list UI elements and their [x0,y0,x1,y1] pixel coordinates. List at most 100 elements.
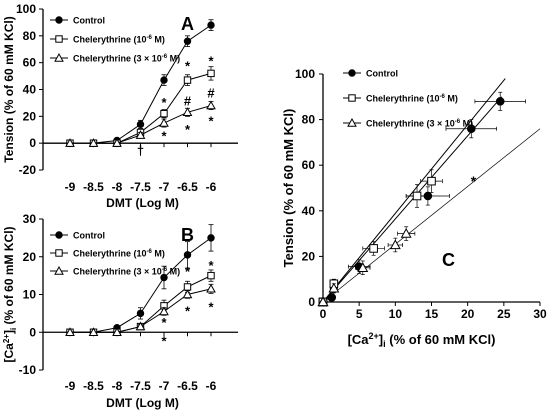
b-panel-letter: B [181,225,194,245]
c-series-2 [318,78,506,307]
b-y-tick-label: -10 [19,363,37,377]
c-x-tick-label: 25 [497,307,511,321]
c-regression-line [322,128,541,303]
a-data-point [183,37,192,45]
b-x-axis-label: DMT (Log M) [106,396,179,410]
a-data-point [135,130,146,139]
a-x-tick-label: -7 [159,180,170,194]
a-x-axis-label: DMT (Log M) [106,196,179,210]
b-y-tick-label: 0 [29,325,36,339]
a-legend-marker [54,52,64,62]
c-x-tick-label: 15 [425,307,439,321]
c-significance-mark: * [471,173,477,189]
b-significance-mark: * [185,303,191,318]
a-x-tick-label: -6.5 [177,180,198,194]
b-data-point [182,289,193,299]
b-series-3 [65,283,216,336]
a-legend-label: Control [73,16,105,26]
c-y-tick-label: 80 [302,113,316,127]
b-data-point [183,251,192,259]
b-significance-mark: * [208,258,214,273]
b-significance-mark: * [161,334,167,349]
b-x-tick-label: -7.5 [130,379,151,393]
b-data-point [206,283,216,293]
a-legend-label: Chelerythrine (3 × 10-6 M) [73,54,180,64]
c-data-point [328,282,340,293]
b-data-point [112,327,122,336]
a-significance-mark: * [208,53,214,68]
a-significance-mark: * [185,122,191,137]
c-data-point [495,97,505,106]
a-y-axis-label: Tension (% of 60 mM KCl) [2,16,16,162]
c-x-tick-label: 30 [533,307,547,321]
b-data-point [160,273,168,282]
c-series-3 [317,128,541,307]
b-significance-mark: * [208,300,214,315]
b-legend-marker [54,265,64,275]
c-y-tick-label: 60 [302,158,316,172]
b-data-point [159,306,169,316]
c-x-tick-label: 0 [320,307,327,321]
c-data-point [327,293,336,302]
c-y-axis-label: Tension (% of 60 mM KCl) [281,109,296,268]
a-y-tick-label: 0 [29,136,36,150]
c-data-point [427,176,436,186]
c-legend-label: Control [366,69,398,79]
a-significance-mark: # [184,94,192,109]
a-x-tick-label: -8.5 [83,180,104,194]
b-data-point [183,283,192,291]
a-data-point [136,120,145,129]
a-data-point [206,100,216,110]
a-legend-marker [55,16,63,24]
c-data-point [389,239,401,250]
c-legend-label: Chelerythrine (3 × 10-6 M) [366,119,473,129]
a-data-point [183,76,192,84]
c-x-tick-label: 10 [389,307,403,321]
a-x-tick-label: -7.5 [130,180,151,194]
panel-a-chart: -20 0 20 40 60 80 100 -9 -8.5 -8 -7.5 -7 -6.5 -6 DMT (… [2,2,238,210]
b-data-point [88,327,99,336]
c-regression-line [322,78,506,303]
a-legend-label: Chelerythrine (10-6 M) [73,35,165,45]
panel-c-chart: 0 20 40 60 80 100 0 5 10 15 20 25 30 [Ca2+]i (% of 60… [281,67,547,349]
a-data-point [88,138,99,147]
a-data-point [160,109,168,118]
c-legend-label: Chelerythrine (10-6 M) [366,94,458,104]
a-data-point [160,76,168,84]
c-x-tick-label: 20 [461,307,475,321]
a-x-tick-label: -6 [206,180,217,194]
a-x-tick-label: -9 [65,180,76,194]
a-legend-marker [55,35,63,43]
a-y-tick-label: 60 [23,56,37,70]
b-y-tick-label: 30 [23,212,37,226]
a-data-point [159,118,169,127]
c-legend-marker [348,69,356,77]
panel-b-chart: -10 0 10 20 30 -9 -8.5 -8 -7.5 -7 -6.5 -6 DMT (Log M… [2,212,238,410]
a-significance-mark: * [208,114,214,129]
b-significance-mark: * [185,264,191,279]
b-legend-label: Chelerythrine (3 × 10-6 M) [73,267,180,277]
b-significance-mark: * [161,315,167,330]
b-data-point [136,309,145,318]
a-data-point [182,107,193,117]
b-x-tick-label: -9 [65,379,76,393]
c-x-tick-label: 5 [356,307,363,321]
c-y-tick-label: 40 [302,204,316,218]
a-panel-letter: A [181,14,194,34]
b-data-point [135,321,146,331]
a-significance-mark: * [185,59,191,74]
a-y-tick-label: 20 [23,109,37,123]
a-data-point [65,138,75,147]
c-panel-letter: C [442,250,455,270]
b-legend-marker [55,249,63,257]
b-x-tick-label: -6.5 [177,379,198,393]
b-legend-label: Control [73,231,105,241]
a-significance-mark: † [137,143,144,158]
c-legend-marker [348,94,356,102]
a-data-point [207,69,215,78]
c-x-axis-label: [Ca2+]i (% of 60 mM KCl) [348,331,496,349]
c-y-tick-label: 100 [295,67,315,81]
b-x-tick-label: -8.5 [83,379,104,393]
b-data-point [207,271,215,280]
